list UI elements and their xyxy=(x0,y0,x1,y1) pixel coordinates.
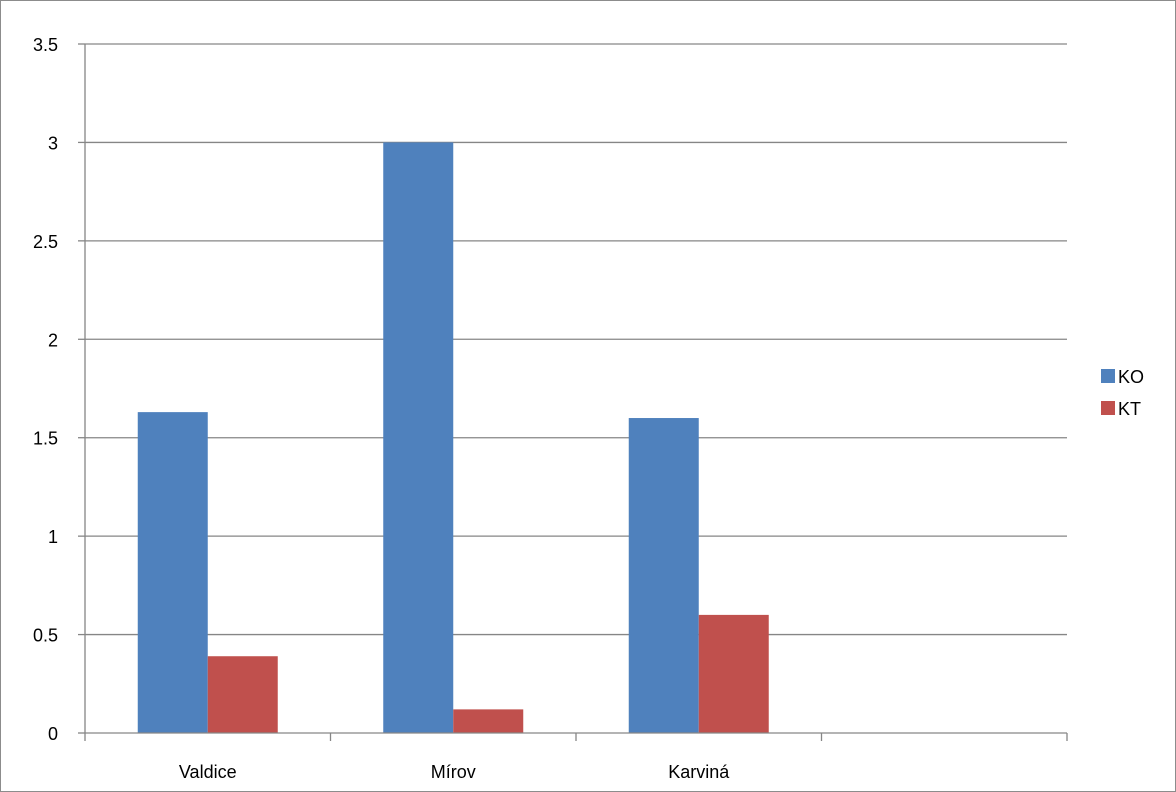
legend-item-kt: KT xyxy=(1101,399,1141,419)
legend: KO KT xyxy=(1101,367,1144,419)
bar-kt-mírov xyxy=(453,709,524,733)
y-tick-label: 2.5 xyxy=(33,232,58,252)
y-tick-label: 1.5 xyxy=(33,429,58,449)
bar-kt-valdice xyxy=(207,656,278,733)
y-tick-label: 3.5 xyxy=(33,35,58,55)
y-tick-label: 3 xyxy=(48,133,58,153)
legend-swatch xyxy=(1101,401,1115,415)
legend-swatch xyxy=(1101,369,1115,383)
legend-label: KT xyxy=(1118,399,1141,419)
y-tick-label: 2 xyxy=(48,330,58,350)
bar-ko-mírov xyxy=(383,142,454,733)
x-tick-label: Mírov xyxy=(431,762,476,782)
x-tick-label: Karviná xyxy=(668,762,730,782)
bar-ko-valdice xyxy=(137,412,208,733)
y-tick-labels: 0 0.5 1 1.5 2 2.5 3 3.5 xyxy=(33,35,58,744)
y-tick-label: 1 xyxy=(48,527,58,547)
bars xyxy=(137,142,769,733)
gridlines xyxy=(85,43,1067,636)
legend-label: KO xyxy=(1118,367,1144,387)
x-tick-labels: Valdice Mírov Karviná xyxy=(179,762,730,782)
x-tick-label: Valdice xyxy=(179,762,237,782)
legend-item-ko: KO xyxy=(1101,367,1144,387)
bar-kt-karviná xyxy=(698,614,769,733)
axes xyxy=(78,43,1068,741)
y-tick-label: 0 xyxy=(48,724,58,744)
bar-ko-karviná xyxy=(628,418,699,733)
y-tick-label: 0.5 xyxy=(33,626,58,646)
